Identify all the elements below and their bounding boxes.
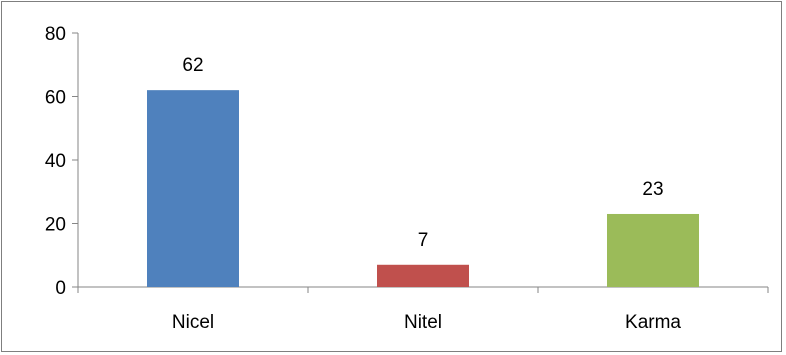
bar-nicel	[147, 90, 239, 288]
x-category-label: Nitel	[404, 312, 442, 333]
x-category-label: Nicel	[172, 312, 214, 333]
y-tick-label: 40	[45, 151, 66, 172]
x-category-label: Karma	[625, 312, 681, 333]
data-label: 62	[182, 55, 203, 76]
y-tick-label: 0	[55, 278, 66, 299]
bar-karma	[607, 213, 699, 287]
data-label: 23	[642, 179, 663, 200]
labels: 0 20 40 60 80 62 Nicel 7 Nitel 23 Karma	[45, 24, 682, 333]
bar-nitel	[377, 264, 469, 287]
bars	[147, 90, 699, 288]
y-tick-label: 60	[45, 88, 66, 109]
y-tick-label: 80	[45, 24, 66, 45]
y-tick-label: 20	[45, 215, 66, 236]
data-label: 7	[418, 230, 429, 251]
